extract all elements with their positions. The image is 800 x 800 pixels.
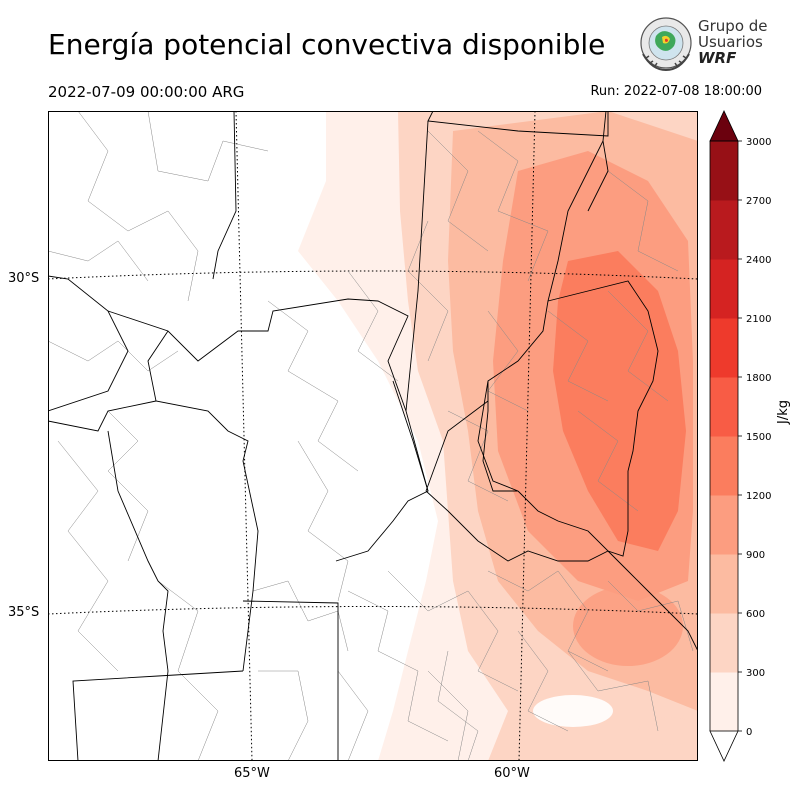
colorbar-band xyxy=(710,200,738,260)
colorbar-band xyxy=(710,141,738,201)
map-title: Energía potencial convectiva disponible xyxy=(48,28,606,61)
lon-label-65w: 65°W xyxy=(234,766,270,781)
graticule xyxy=(48,111,698,761)
logo-line-1: Grupo de xyxy=(698,17,768,35)
colorbar-band xyxy=(710,318,738,378)
colorbar-band xyxy=(710,259,738,319)
colorbar-tick-label: 2700 xyxy=(746,196,771,207)
cape-band-1200-1500 xyxy=(553,251,686,551)
wrf-logo: Grupo de Usuarios WRF xyxy=(638,16,768,76)
colorbar-tick-label: 1200 xyxy=(746,491,771,502)
colorbar-tick-label: 600 xyxy=(746,609,765,620)
province-borders xyxy=(48,111,698,761)
logo-line-3: WRF xyxy=(698,49,737,67)
colorbar-unit: J/kg xyxy=(776,400,791,424)
colorbar-tick-label: 900 xyxy=(746,550,765,561)
department-borders xyxy=(48,111,694,761)
run-time: Run: 2022-07-08 18:00:00 xyxy=(590,84,762,99)
cape-map xyxy=(48,111,698,761)
valid-time: 2022-07-09 00:00:00 ARG xyxy=(48,83,245,101)
colorbar-extend-max xyxy=(709,110,739,142)
cape-shading xyxy=(298,111,698,761)
lon-label-60w: 60°W xyxy=(494,766,530,781)
colorbar-band xyxy=(710,436,738,496)
colorbar-ticks: 0 300 600 900 1200 1500 1800 2100 2400 2700 3000 xyxy=(738,137,771,738)
colorbar-tick-label: 2400 xyxy=(746,255,771,266)
colorbar: 0 300 600 900 1200 1500 1800 2100 2400 2700 3000 xyxy=(709,110,771,762)
colorbar-tick-label: 1500 xyxy=(746,432,771,443)
colorbar-tick-label: 300 xyxy=(746,668,765,679)
lat-label-30s: 30°S xyxy=(8,271,40,286)
colorbar-band xyxy=(710,495,738,555)
lat-label-35s: 35°S xyxy=(8,605,40,620)
cape-band-900-1200-south xyxy=(573,586,683,666)
colorbar-tick-label: 0 xyxy=(746,727,752,738)
colorbar-tick-label: 3000 xyxy=(746,137,771,148)
globe-logo-icon xyxy=(640,17,692,72)
colorbar-extend-min xyxy=(709,730,739,762)
colorbar-band xyxy=(710,613,738,673)
colorbar-band xyxy=(710,672,738,732)
colorbar-band xyxy=(710,377,738,437)
colorbar-bands xyxy=(709,110,739,762)
colorbar-tick-label: 1800 xyxy=(746,373,771,384)
colorbar-tick-label: 2100 xyxy=(746,314,771,325)
logo-line-2: Usuarios xyxy=(698,33,763,51)
colorbar-band xyxy=(710,554,738,614)
